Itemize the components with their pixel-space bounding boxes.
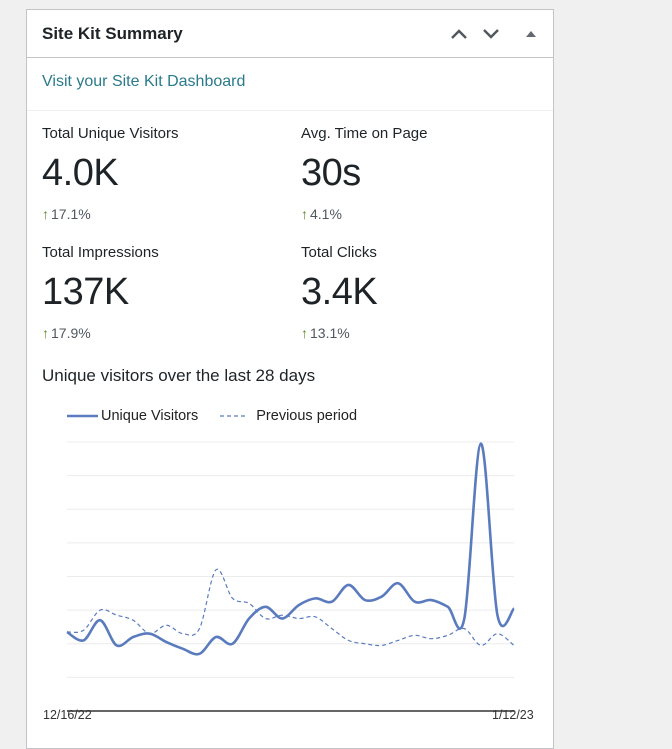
- x-tick-end: 1/12/23: [492, 708, 534, 722]
- chevron-down-icon: [483, 29, 499, 39]
- dashed-line-swatch-icon: [220, 415, 249, 417]
- stat-unique-visitors: Total Unique Visitors 4.0K ↑ 17.1%: [42, 125, 282, 222]
- site-kit-summary-widget: Site Kit Summary Visit your Site Kit Das…: [26, 9, 554, 749]
- stat-change: 13.1%: [310, 325, 350, 341]
- stat-value: 4.0K: [42, 152, 119, 194]
- widget-header: Site Kit Summary: [27, 10, 553, 58]
- stat-value: 3.4K: [301, 271, 378, 313]
- arrow-up-icon: ↑: [301, 325, 308, 341]
- chart-title: Unique visitors over the last 28 days: [42, 366, 316, 385]
- solid-line-swatch-icon: [67, 414, 98, 418]
- stat-change: 17.9%: [51, 325, 91, 341]
- arrow-up-icon: ↑: [42, 325, 49, 341]
- stat-change: 4.1%: [310, 206, 342, 222]
- stat-clicks: Total Clicks 3.4K ↑ 13.1%: [301, 244, 541, 341]
- legend-previous-period[interactable]: Previous period: [220, 408, 357, 424]
- stat-impressions: Total Impressions 137K ↑ 17.9%: [42, 244, 282, 341]
- unique-visitors-line: [66, 442, 516, 656]
- legend-label: Unique Visitors: [101, 408, 199, 424]
- stat-change: 17.1%: [51, 206, 91, 222]
- stat-label: Total Impressions: [42, 244, 159, 261]
- previous-period-line: [66, 568, 515, 647]
- stat-avg-time: Avg. Time on Page 30s ↑ 4.1%: [301, 125, 541, 222]
- widget-title: Site Kit Summary: [42, 24, 183, 43]
- stat-label: Total Clicks: [301, 244, 377, 261]
- move-up-button[interactable]: [443, 20, 475, 48]
- move-down-button[interactable]: [475, 20, 507, 48]
- arrow-up-icon: ↑: [301, 206, 308, 222]
- stat-label: Avg. Time on Page: [301, 125, 428, 142]
- legend-unique-visitors[interactable]: Unique Visitors: [67, 408, 198, 424]
- stats-grid: Total Unique Visitors 4.0K ↑ 17.1% Avg. T…: [27, 111, 553, 366]
- stat-value: 30s: [301, 152, 361, 194]
- chevron-up-icon: [451, 29, 467, 39]
- legend-label: Previous period: [256, 408, 358, 424]
- stat-label: Total Unique Visitors: [42, 125, 179, 142]
- triangle-up-icon: [526, 31, 536, 37]
- arrow-up-icon: ↑: [42, 206, 49, 222]
- stat-value: 137K: [42, 271, 129, 313]
- x-tick-start: 12/16/22: [43, 708, 92, 722]
- dashboard-link[interactable]: Visit your Site Kit Dashboard: [42, 73, 246, 90]
- chart-legend: Unique Visitors Previous period: [67, 408, 379, 424]
- toggle-panel-button[interactable]: [515, 20, 547, 48]
